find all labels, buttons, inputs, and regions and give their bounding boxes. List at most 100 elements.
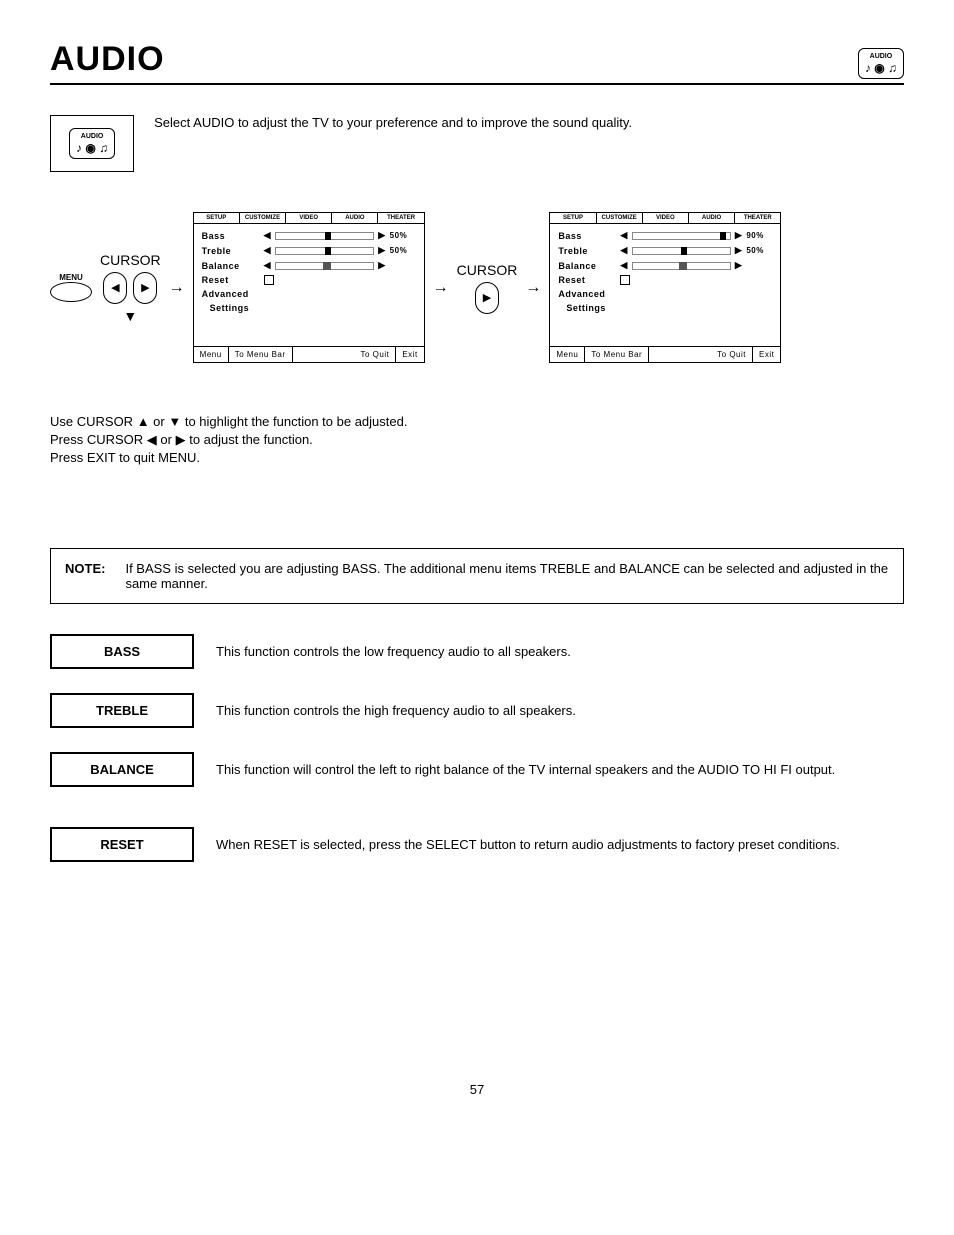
tab-audio: AUDIO	[332, 213, 378, 223]
instructions: Use CURSOR ▲ or ▼ to highlight the funct…	[50, 413, 904, 468]
osd-tabs-1: SETUP CUSTOMIZE VIDEO AUDIO THEATER	[194, 213, 424, 224]
page-title: AUDIO	[50, 40, 165, 79]
item-settings: Settings	[202, 303, 268, 313]
bass-pct-2: 90%	[746, 231, 772, 240]
item-treble-2: Treble	[558, 246, 616, 256]
item-advanced: Advanced	[202, 289, 260, 299]
music-notes-icon-large: ♪ ◉ ♫	[76, 142, 108, 154]
func-treble-row: TREBLE This function controls the high f…	[50, 693, 904, 728]
bal-right-arrow-2: ▶	[735, 260, 742, 271]
item-reset: Reset	[202, 275, 260, 285]
slider-right-arrow-t2: ▶	[735, 245, 742, 256]
osd-body-2: Bass ◀ ▶ 90% Treble ◀ ▶ 50% Balance ◀ ▶	[550, 224, 780, 346]
func-reset-label: RESET	[50, 827, 194, 862]
tab-customize-2: CUSTOMIZE	[597, 213, 643, 223]
func-bass-row: BASS This function controls the low freq…	[50, 634, 904, 669]
func-balance-label: BALANCE	[50, 752, 194, 787]
menu-button-illustration: MENU	[50, 273, 92, 302]
audio-icon-large-label: AUDIO	[76, 133, 108, 140]
intro-row: AUDIO ♪ ◉ ♫ Select AUDIO to adjust the T…	[50, 115, 904, 172]
instr-l2b: or	[157, 432, 176, 447]
tab-video-2: VIDEO	[643, 213, 689, 223]
flow-arrow-2: →	[433, 279, 449, 297]
left-arrow-glyph: ◀	[111, 281, 119, 294]
up-glyph: ▲	[137, 414, 150, 429]
osd-tabs-2: SETUP CUSTOMIZE VIDEO AUDIO THEATER	[550, 213, 780, 224]
func-treble-desc: This function controls the high frequenc…	[216, 703, 576, 718]
item-balance-2: Balance	[558, 261, 616, 271]
tab-setup: SETUP	[194, 213, 240, 223]
footer-quit-2: To Quit	[711, 347, 753, 362]
bal-left-arrow-2: ◀	[620, 260, 627, 271]
item-balance: Balance	[202, 261, 260, 271]
right-arrow-glyph-2: ▶	[483, 291, 491, 304]
footer-menu: Menu	[194, 347, 229, 362]
instr-l1a: Use CURSOR	[50, 414, 137, 429]
item-reset-2: Reset	[558, 275, 616, 285]
left-glyph: ◀	[147, 432, 157, 447]
note-text: If BASS is selected you are adjusting BA…	[125, 561, 889, 591]
footer-exit: Exit	[396, 347, 423, 362]
cursor-label-2: CURSOR	[457, 262, 518, 278]
flow-arrow-3: →	[525, 279, 541, 297]
tab-video: VIDEO	[286, 213, 332, 223]
menu-oval-icon	[50, 282, 92, 302]
func-bass-desc: This function controls the low frequency…	[216, 644, 571, 659]
cursor-right-icon-2: ▶	[475, 282, 499, 314]
osd-footer-2: Menu To Menu Bar To Quit Exit	[550, 346, 780, 362]
slider-right-arrow: ▶	[378, 230, 385, 241]
func-reset-desc: When RESET is selected, press the SELECT…	[216, 837, 840, 852]
instr-l2a: Press CURSOR	[50, 432, 147, 447]
tab-audio-2: AUDIO	[689, 213, 735, 223]
cursor-pad-2: CURSOR ▶	[457, 262, 518, 314]
audio-icon-label: AUDIO	[865, 53, 897, 60]
page-header: AUDIO AUDIO ♪ ◉ ♫	[50, 40, 904, 85]
func-reset-row: RESET When RESET is selected, press the …	[50, 827, 904, 862]
slider-right-arrow-2: ▶	[378, 245, 385, 256]
audio-icon-large: AUDIO ♪ ◉ ♫	[50, 115, 134, 172]
cursor-down-glyph: ▼	[123, 308, 137, 324]
osd-screen-2: SETUP CUSTOMIZE VIDEO AUDIO THEATER Bass…	[549, 212, 781, 363]
right-glyph: ▶	[176, 432, 186, 447]
operation-diagram: MENU CURSOR ◀ ▶ ▼ → SETUP CUSTOMIZE VIDE…	[50, 212, 904, 363]
tab-theater: THEATER	[378, 213, 423, 223]
instr-l3: Press EXIT to quit MENU.	[50, 449, 904, 467]
cursor-left-icon: ◀	[103, 272, 127, 304]
treble-slider-1	[275, 247, 374, 255]
osd-footer-1: Menu To Menu Bar To Quit Exit	[194, 346, 424, 362]
item-settings-2: Settings	[558, 303, 624, 313]
item-bass: Bass	[202, 231, 260, 241]
treble-slider-2	[632, 247, 731, 255]
reset-checkbox-1	[264, 275, 274, 285]
func-bass-label: BASS	[50, 634, 194, 669]
note-box: NOTE: If BASS is selected you are adjust…	[50, 548, 904, 604]
footer-menubar: To Menu Bar	[229, 347, 293, 362]
balance-slider-1	[275, 262, 374, 270]
osd-screen-1: SETUP CUSTOMIZE VIDEO AUDIO THEATER Bass…	[193, 212, 425, 363]
audio-icon: AUDIO ♪ ◉ ♫	[858, 48, 904, 79]
right-arrow-glyph: ▶	[141, 281, 149, 294]
tab-setup-2: SETUP	[550, 213, 596, 223]
reset-checkbox-2	[620, 275, 630, 285]
slider-left-arrow: ◀	[264, 230, 271, 241]
bass-slider-2	[632, 232, 731, 240]
osd-body-1: Bass ◀ ▶ 50% Treble ◀ ▶ 50% Balance ◀ ▶	[194, 224, 424, 346]
slider-left-arrow-2: ◀	[264, 245, 271, 256]
page-number: 57	[50, 1082, 904, 1097]
bal-left-arrow: ◀	[264, 260, 271, 271]
flow-arrow-1: →	[169, 279, 185, 297]
slider-left-arrow-b2: ◀	[620, 230, 627, 241]
item-bass-2: Bass	[558, 231, 616, 241]
func-balance-desc: This function will control the left to r…	[216, 762, 835, 777]
item-treble: Treble	[202, 246, 260, 256]
menu-label: MENU	[59, 273, 83, 282]
footer-menubar-2: To Menu Bar	[585, 347, 649, 362]
cursor-label-1: CURSOR	[100, 252, 161, 268]
instr-l2c: to adjust the function.	[186, 432, 313, 447]
tab-customize: CUSTOMIZE	[240, 213, 286, 223]
treble-pct-1: 50%	[390, 246, 416, 255]
func-balance-row: BALANCE This function will control the l…	[50, 752, 904, 787]
footer-menu-2: Menu	[550, 347, 585, 362]
music-notes-icon: ♪ ◉ ♫	[865, 62, 897, 74]
bass-pct-1: 50%	[390, 231, 416, 240]
